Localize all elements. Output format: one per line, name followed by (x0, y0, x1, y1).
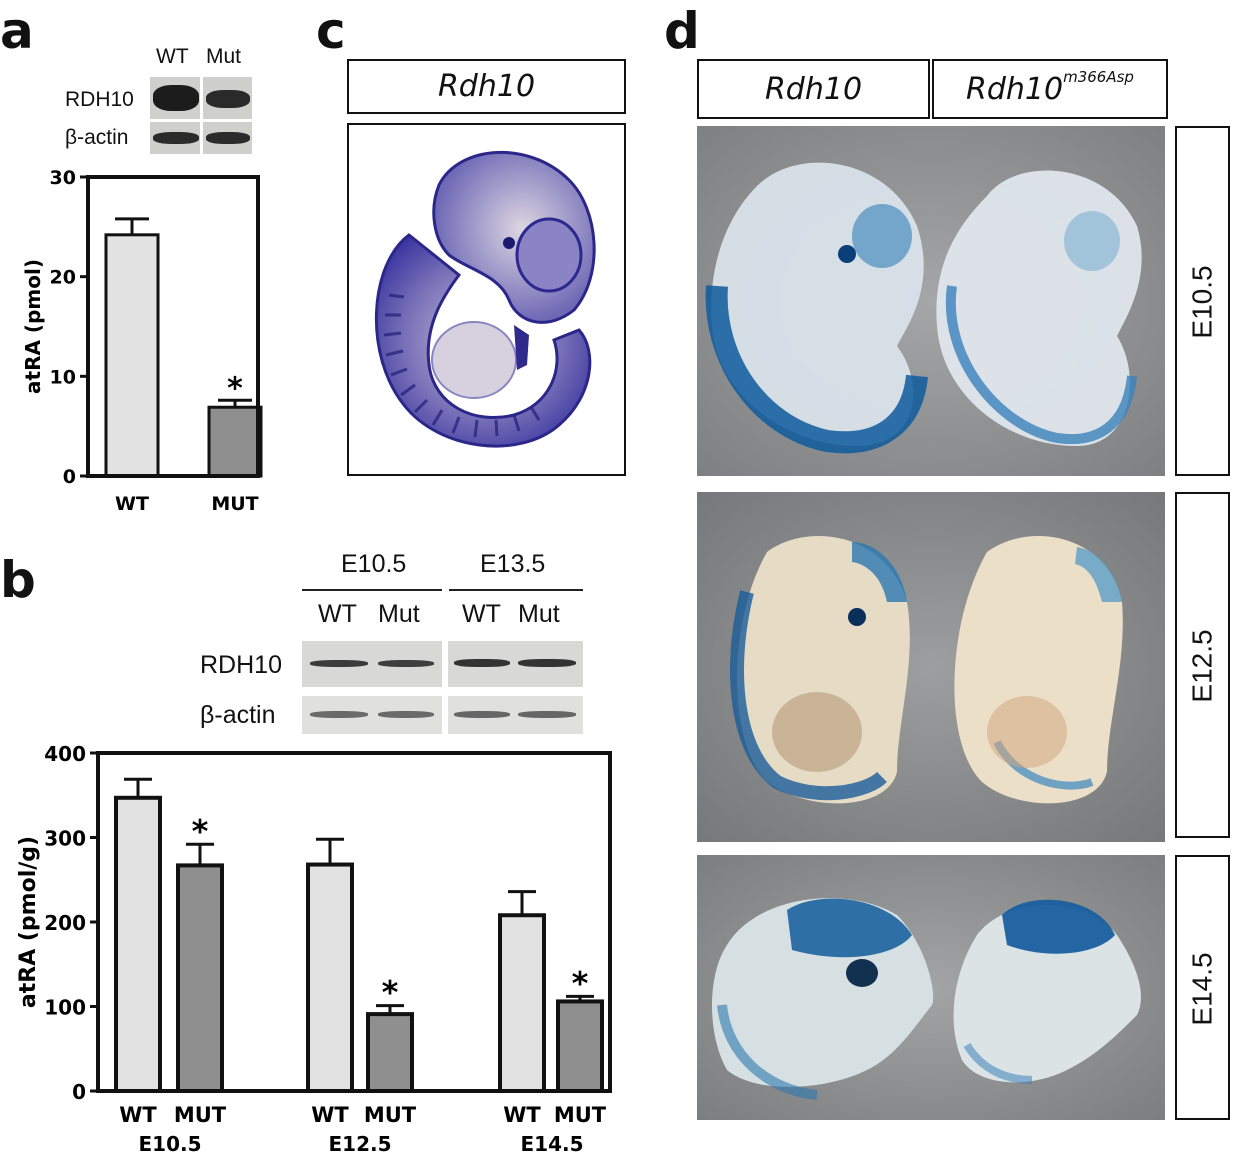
blot-a-actin-strip (150, 122, 252, 154)
blot-a-rdh10-strip (150, 77, 252, 119)
chart-a-ytick-label: 20 (50, 267, 76, 289)
panel-d-header-right-sup: m366Asp (1063, 67, 1134, 86)
stage-box-2: E12.5 (1175, 492, 1230, 838)
chart-b-xtick-label: WT (311, 1103, 349, 1127)
panel-c-letter: c (316, 2, 346, 60)
blot-a-row-actin: β-actin (65, 126, 129, 149)
chart-b-ytick-label: 0 (72, 1080, 86, 1104)
photo-e14-5 (697, 855, 1165, 1120)
chart-a-sig-label: * (227, 371, 243, 406)
chart-a-frame (86, 175, 260, 478)
chart-b-bar (306, 862, 354, 1093)
blot-a-col-mut: Mut (206, 45, 242, 68)
blot-b-stage-1: E10.5 (341, 550, 407, 578)
stage-box-1: E10.5 (1175, 126, 1230, 476)
chart-b-sig-label: * (192, 812, 209, 850)
embryo-in-situ-image (374, 151, 596, 448)
chart-b-sig-label: * (572, 964, 589, 1002)
panel-c-image-box (347, 123, 626, 476)
chart-a-xtick-label: MUT (211, 493, 258, 515)
panel-d-header-right: Rdh10m366Asp (966, 68, 1134, 107)
panel-d-letter: d (664, 2, 700, 60)
stage-label-3: E14.5 (1186, 952, 1218, 1026)
chart-b-ylabel: atRA (pmol/g) (16, 836, 41, 1008)
blot-b-col-4: Mut (518, 600, 560, 628)
panel-d-header-left-box: Rdh10 (697, 59, 930, 119)
panel-b-letter: b (0, 551, 36, 609)
panel-d-header-right-box: Rdh10m366Asp (932, 59, 1168, 119)
blot-b-rdh10-right (448, 641, 583, 687)
stage-label-1: E10.5 (1186, 265, 1218, 339)
chart-a: 0 10 20 30 WT * MUT atRA (pmol) (21, 167, 263, 515)
panel-c-header-box: Rdh10 (347, 59, 626, 114)
chart-b-bar (114, 795, 162, 1093)
photo-e10-5 (697, 126, 1165, 476)
chart-b-bar (556, 999, 604, 1093)
blot-b-stage-2: E13.5 (480, 550, 546, 578)
chart-b-bar (176, 863, 224, 1093)
chart-b-xtick-label: MUT (364, 1103, 417, 1127)
panel-c-header: Rdh10 (437, 69, 536, 104)
chart-b-sig-label: * (382, 974, 399, 1012)
chart-a-bar (207, 405, 263, 478)
chart-b-xtick-label: MUT (554, 1103, 607, 1127)
chart-a-bar (104, 233, 160, 478)
blot-b-row-rdh10: RDH10 (200, 651, 282, 679)
chart-a-ytick-label: 10 (50, 366, 76, 388)
chart-b-xtick-label: WT (119, 1103, 157, 1127)
chart-b-ytick-label: 200 (44, 911, 86, 935)
chart-b: 0 100 200 300 400 WT * MUT WT * MUT WT * MUT E10.5 E12.… (16, 742, 612, 1152)
panel-d-header-right-base: Rdh10 (966, 71, 1064, 107)
blot-b-actin-left (302, 696, 442, 734)
blot-b-stage-line-2 (449, 589, 583, 591)
panel-d-header-left: Rdh10 (764, 71, 863, 107)
chart-a-ytick-label: 0 (63, 466, 76, 488)
chart-b-xtick-label: WT (503, 1103, 541, 1127)
chart-b-xtick-label: MUT (174, 1103, 227, 1127)
chart-b-group-label: E14.5 (520, 1132, 583, 1152)
blot-a-row-rdh10: RDH10 (65, 88, 134, 111)
chart-b-bar (366, 1012, 414, 1094)
chart-b-group-label: E12.5 (328, 1132, 391, 1152)
stage-box-3: E14.5 (1175, 855, 1230, 1120)
photo-e12-5 (697, 492, 1165, 842)
chart-a-xtick-label: WT (115, 493, 149, 515)
blot-b-rdh10-left (302, 641, 442, 687)
blot-b-row-actin: β-actin (200, 701, 276, 729)
stage-label-2: E12.5 (1186, 629, 1218, 703)
blot-a-col-wt: WT (156, 45, 189, 68)
chart-a-ylabel: atRA (pmol) (21, 259, 45, 394)
blot-b-col-3: WT (462, 600, 501, 628)
chart-b-frame (96, 751, 612, 1093)
blot-b-stage-line-1 (302, 589, 442, 591)
blot-b-col-1: WT (318, 600, 357, 628)
chart-b-group-label: E10.5 (138, 1132, 201, 1152)
chart-a-ytick-label: 30 (50, 167, 76, 189)
panel-a-letter: a (0, 2, 34, 60)
blot-b-col-2: Mut (378, 600, 420, 628)
chart-b-ytick-label: 100 (44, 996, 86, 1020)
blot-b-actin-right (448, 696, 583, 734)
chart-b-ytick-label: 400 (44, 742, 86, 766)
chart-b-bar (498, 913, 546, 1093)
chart-b-ytick-label: 300 (44, 827, 86, 851)
